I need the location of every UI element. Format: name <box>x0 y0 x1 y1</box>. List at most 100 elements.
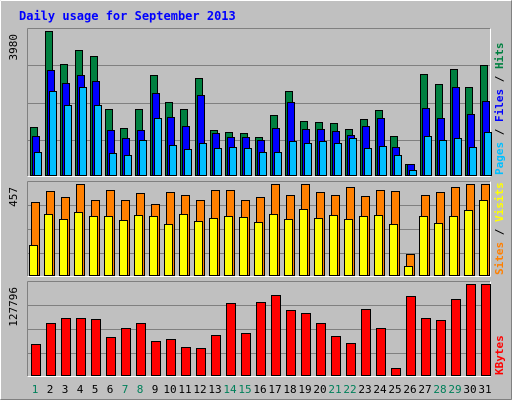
bar-kbytes-day-2 <box>46 323 56 376</box>
bar-sites-day-27 <box>419 216 428 276</box>
bar-pages-day-17 <box>274 152 282 176</box>
day-label: 7 <box>122 383 129 396</box>
series-legend: KBytes <box>493 335 506 375</box>
day-label: 20 <box>313 383 326 396</box>
bar-pages-day-23 <box>364 148 372 176</box>
bar-kbytes-day-23 <box>361 309 371 376</box>
bar-sites-day-28 <box>434 223 443 276</box>
bar-kbytes-day-21 <box>331 336 341 376</box>
bar-kbytes-day-14 <box>226 303 236 376</box>
bar-kbytes-day-19 <box>301 313 311 376</box>
bar-pages-day-16 <box>259 152 267 176</box>
day-label: 17 <box>268 383 281 396</box>
day-label: 2 <box>47 383 54 396</box>
bar-sites-day-31 <box>479 200 488 276</box>
bar-pages-day-11 <box>184 149 192 176</box>
bar-sites-day-15 <box>239 217 248 276</box>
bar-pages-day-24 <box>379 146 387 176</box>
bar-pages-day-29 <box>454 138 462 176</box>
day-label: 26 <box>403 383 416 396</box>
bar-sites-day-18 <box>284 219 293 276</box>
bar-kbytes-day-30 <box>466 284 476 376</box>
bars <box>29 184 490 276</box>
bar-kbytes-day-1 <box>31 344 41 376</box>
day-label: 4 <box>77 383 84 396</box>
day-label: 5 <box>92 383 99 396</box>
bar-kbytes-day-22 <box>346 343 356 376</box>
bar-pages-day-14 <box>229 147 237 176</box>
day-label: 8 <box>137 383 144 396</box>
legend-entry: / <box>493 122 506 142</box>
day-label: 31 <box>478 383 491 396</box>
day-label: 6 <box>107 383 114 396</box>
day-label: 24 <box>373 383 387 396</box>
bar-pages-day-12 <box>199 143 207 176</box>
bars <box>30 31 492 176</box>
bar-sites-day-1 <box>29 245 38 276</box>
bar-kbytes-day-7 <box>121 328 131 376</box>
bar-pages-day-8 <box>139 140 147 176</box>
bar-pages-day-30 <box>469 147 477 176</box>
day-label: 12 <box>193 383 206 396</box>
bar-kbytes-day-5 <box>91 319 101 376</box>
day-labels: 1 2 3 4 5 6 7 8 9 10 11 12 13 14 15 16 17 18 19 20 21 22 23 24 2… <box>32 383 492 396</box>
bar-pages-day-10 <box>169 145 177 176</box>
series-legend: Sites / Visits <box>493 182 506 275</box>
legend-entry: Hits <box>493 43 506 70</box>
bar-pages-day-22 <box>349 138 357 176</box>
day-label: 18 <box>283 383 296 396</box>
bar-sites-day-8 <box>134 215 143 276</box>
bar-sites-day-12 <box>194 221 203 276</box>
bar-sites-day-3 <box>59 219 68 276</box>
bar-pages-day-19 <box>304 143 312 176</box>
bar-kbytes-day-4 <box>76 318 86 376</box>
day-label: 14 <box>223 383 237 396</box>
day-label: 23 <box>358 383 371 396</box>
bar-sites-day-22 <box>344 219 353 276</box>
day-label: 1 <box>32 383 39 396</box>
day-label: 27 <box>418 383 431 396</box>
legend-entry: KBytes <box>493 335 506 375</box>
bar-sites-day-6 <box>104 216 113 276</box>
panel-visits-sites: 457 Sites / Visits <box>7 181 506 277</box>
bar-pages-day-21 <box>334 143 342 176</box>
day-label: 11 <box>178 383 191 396</box>
day-label: 29 <box>448 383 461 396</box>
bar-pages-day-4 <box>79 87 87 176</box>
bar-sites-day-30 <box>464 210 473 276</box>
bar-pages-day-15 <box>244 148 252 176</box>
bar-sites-day-17 <box>269 214 278 276</box>
bar-sites-day-26 <box>404 266 413 276</box>
bar-sites-day-23 <box>359 216 368 276</box>
bar-pages-day-1 <box>34 152 42 176</box>
chart-panels: 3980 Pages / Files / Hits 457 Sites / Visit… <box>7 28 506 377</box>
legend-entry: Visits <box>493 182 506 222</box>
bar-kbytes-day-15 <box>241 333 251 376</box>
bar-kbytes-day-26 <box>406 296 416 376</box>
bar-sites-day-25 <box>389 224 398 276</box>
panel-kbytes: 127796 KBytes <box>7 281 506 377</box>
bar-kbytes-day-27 <box>421 318 431 376</box>
day-label: 30 <box>463 383 476 396</box>
bar-sites-day-29 <box>449 216 458 276</box>
day-label: 10 <box>163 383 176 396</box>
day-label: 21 <box>328 383 341 396</box>
bar-kbytes-day-16 <box>256 302 266 376</box>
day-label: 13 <box>208 383 221 396</box>
bars <box>31 284 491 376</box>
bar-sites-day-5 <box>89 216 98 276</box>
bar-kbytes-day-9 <box>151 341 161 376</box>
panel-pages-files-hits: 3980 Pages / Files / Hits <box>7 28 506 177</box>
day-label: 15 <box>238 383 251 396</box>
chart-title: Daily usage for September 2013 <box>19 9 236 23</box>
bar-sites-day-4 <box>74 212 83 276</box>
day-label: 3 <box>62 383 69 396</box>
day-label: 16 <box>253 383 266 396</box>
bar-kbytes-day-25 <box>391 368 401 376</box>
bar-pages-day-28 <box>439 140 447 176</box>
bar-sites-day-11 <box>179 214 188 276</box>
bar-sites-day-14 <box>224 216 233 276</box>
legend-entry: Sites <box>493 242 506 275</box>
